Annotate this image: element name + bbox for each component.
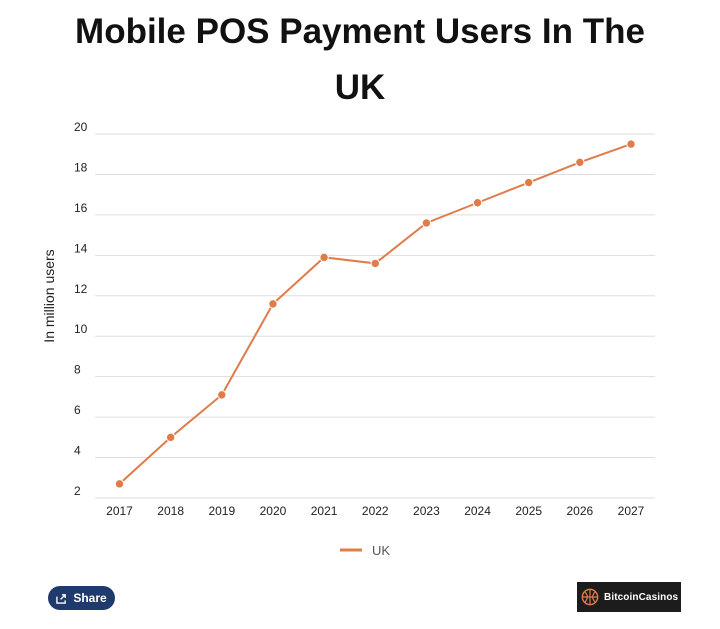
basketball-icon (581, 588, 599, 606)
y-tick-label: 6 (74, 403, 81, 417)
x-tick-label: 2020 (260, 504, 287, 518)
data-point (626, 139, 636, 149)
y-axis-ticks: 2 4 6 8 10 12 14 16 18 20 (74, 120, 88, 498)
share-label: Share (73, 591, 107, 605)
brand-text: BitcoinCasinos (604, 591, 679, 603)
share-icon (56, 593, 67, 604)
x-tick-label: 2021 (311, 504, 338, 518)
chart-title-line-2: UK (334, 68, 386, 107)
y-tick-label: 4 (74, 444, 81, 458)
data-point (165, 432, 176, 443)
y-tick-label: 10 (74, 322, 88, 336)
line-chart: 2 4 6 8 10 12 14 16 18 20 2017 2018 2019 2020 2021 202… (41, 120, 655, 558)
y-axis-label: In million users (41, 249, 57, 342)
series-line (118, 143, 632, 485)
y-tick-label: 8 (74, 363, 81, 377)
series-uk (114, 139, 636, 489)
legend[interactable]: UK (340, 543, 390, 558)
brand-logo[interactable]: BitcoinCasinos (577, 582, 681, 612)
y-tick-label: 18 (74, 160, 88, 174)
y-tick-label: 14 (74, 241, 88, 255)
y-tick-label: 16 (74, 201, 88, 215)
data-point (268, 299, 278, 309)
data-point (524, 177, 534, 188)
chart-title-line-1: Mobile POS Payment Users In The (75, 12, 645, 51)
x-tick-label: 2023 (413, 504, 440, 518)
x-tick-label: 2024 (464, 504, 491, 518)
legend-label-uk: UK (372, 543, 390, 558)
x-tick-label: 2017 (106, 504, 133, 518)
x-tick-label: 2026 (566, 504, 593, 518)
data-point (217, 390, 227, 400)
y-tick-label: 20 (74, 120, 88, 134)
chart-title: Mobile POS Payment Users In The UK (0, 4, 720, 116)
data-point (575, 157, 585, 168)
data-point (114, 479, 125, 489)
x-tick-label: 2018 (157, 504, 184, 518)
data-point (421, 218, 432, 228)
x-axis-ticks: 2017 2018 2019 2020 2021 2022 2023 2024 2025 2026… (106, 504, 645, 518)
data-point (472, 198, 483, 208)
share-button[interactable]: Share (48, 586, 115, 610)
y-tick-label: 2 (74, 484, 81, 498)
x-tick-label: 2019 (208, 504, 235, 518)
y-tick-label: 12 (74, 282, 88, 296)
gridlines (95, 133, 655, 499)
x-tick-label: 2025 (515, 504, 542, 518)
x-tick-label: 2022 (362, 504, 389, 518)
x-tick-label: 2027 (618, 504, 645, 518)
data-point (370, 258, 380, 269)
data-point (319, 252, 329, 263)
